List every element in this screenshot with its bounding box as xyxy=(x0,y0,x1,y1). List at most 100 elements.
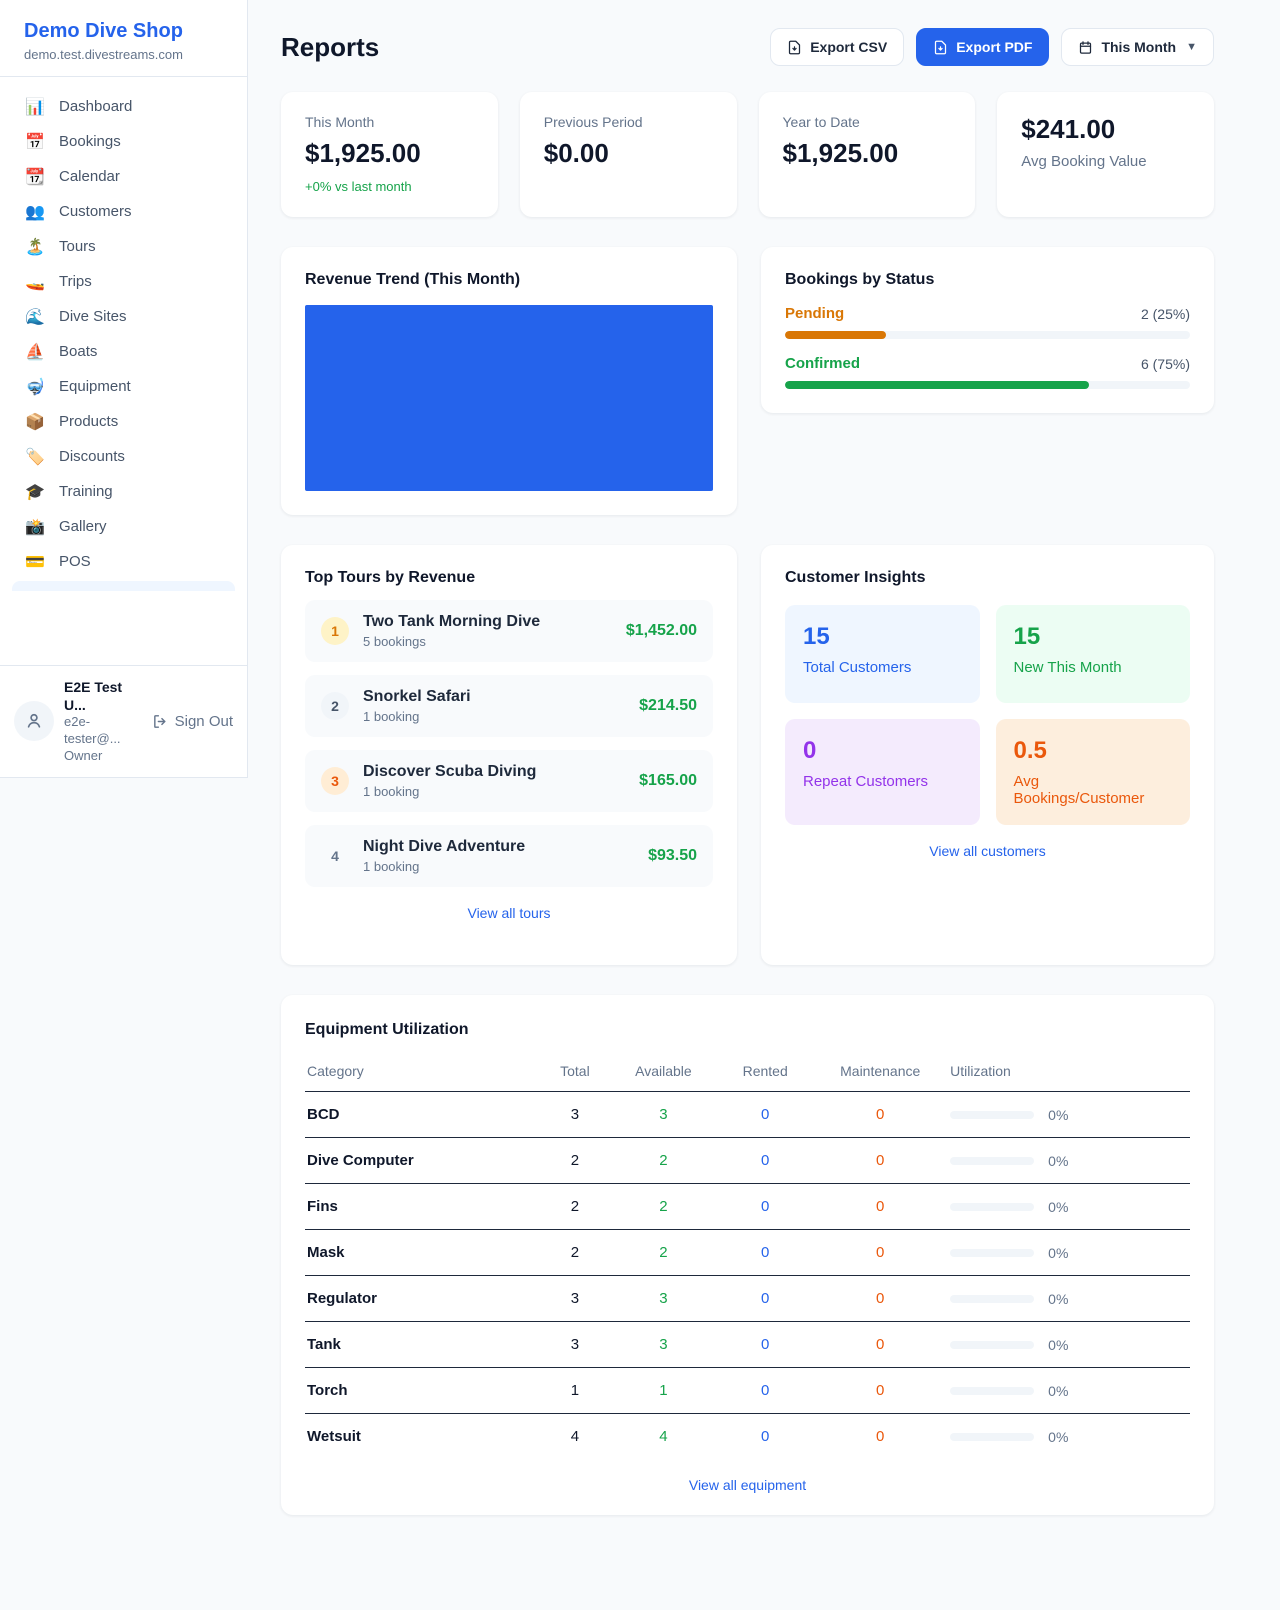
shop-header: Demo Dive Shop demo.test.divestreams.com xyxy=(0,0,247,77)
cell-rented: 0 xyxy=(761,1428,770,1445)
export-pdf-button[interactable]: Export PDF xyxy=(916,28,1050,66)
table-row: Wetsuit 4 4 0 0 0% xyxy=(305,1414,1190,1460)
equipment-utilization-title: Equipment Utilization xyxy=(305,1021,469,1038)
tour-row: 2 Snorkel Safari 1 booking $214.50 xyxy=(305,675,713,737)
view-all-equipment-link[interactable]: View all equipment xyxy=(688,1477,807,1493)
revenue-trend-chart xyxy=(305,305,713,491)
sidebar-item-label: Gallery xyxy=(59,518,107,535)
tile-value: 15 xyxy=(803,623,830,650)
period-label: This Month xyxy=(1101,39,1177,55)
cell-rented: 0 xyxy=(712,1275,819,1322)
sidebar-item-dive-sites[interactable]: 🌊 Dive Sites xyxy=(12,299,235,334)
sidebar-item-boats[interactable]: ⛵ Boats xyxy=(12,334,235,369)
tour-name: Night Dive Adventure xyxy=(363,838,526,855)
tour-bookings: 1 booking xyxy=(363,709,420,724)
period-select[interactable]: This Month ▼ xyxy=(1061,28,1214,66)
tour-bookings: 5 bookings xyxy=(363,634,426,649)
cell-maintenance: 0 xyxy=(818,1275,943,1322)
sidebar-item-tours[interactable]: 🏝️ Tours xyxy=(12,229,235,264)
tile-value: 0 xyxy=(803,737,817,764)
cell-maintenance: 0 xyxy=(818,1091,943,1138)
utilization-bar xyxy=(950,1156,1035,1165)
view-all-tours-link[interactable]: View all tours xyxy=(467,905,551,921)
sidebar-item-reports-partial[interactable] xyxy=(12,581,235,591)
tour-revenue: $93.50 xyxy=(648,847,697,864)
insight-tiles: 15 Total Customers 15 New This Month 0 R… xyxy=(785,605,1190,825)
status-label: Confirmed xyxy=(785,355,860,372)
island-icon: 🏝️ xyxy=(25,236,45,256)
stat-card-previous-period: Previous Period $0.00 xyxy=(519,92,737,217)
file-download-icon xyxy=(935,40,947,54)
cell-total: 3 xyxy=(535,1275,615,1322)
tour-revenue: $165.00 xyxy=(639,772,697,789)
customers-icon: 👥 xyxy=(25,201,45,221)
tour-revenue: $214.50 xyxy=(639,697,697,714)
stat-label: This Month xyxy=(305,114,375,130)
cell-utilization: 0% xyxy=(942,1183,1190,1230)
credit-card-icon: 💳 xyxy=(25,551,45,571)
customer-insights-card: Customer Insights 15 Total Customers 15 … xyxy=(761,545,1214,965)
sidebar-item-discounts[interactable]: 🏷️ Discounts xyxy=(12,439,235,474)
cell-maintenance: 0 xyxy=(818,1137,943,1184)
sidebar-item-gallery[interactable]: 📸 Gallery xyxy=(12,509,235,544)
tile-label: New This Month xyxy=(1013,659,1122,676)
status-row-confirmed: Confirmed 6 (75%) xyxy=(785,355,1190,389)
dashboard-icon: 📊 xyxy=(25,96,45,116)
utilization-bar xyxy=(950,1110,1035,1119)
stat-label: Year to Date xyxy=(782,114,860,130)
sign-out-button[interactable]: Sign Out xyxy=(152,713,233,730)
cell-total: 3 xyxy=(535,1321,615,1368)
status-count: 6 (75%) xyxy=(1140,355,1190,372)
sidebar-item-calendar[interactable]: 📆 Calendar xyxy=(12,159,235,194)
tag-icon: 🏷️ xyxy=(25,446,45,466)
dive-mask-icon: 🤿 xyxy=(25,376,45,396)
utilization-bar xyxy=(950,1386,1035,1395)
equipment-table: Category Total Available Rented Maintena… xyxy=(305,1055,1190,1459)
sidebar-item-bookings[interactable]: 📅 Bookings xyxy=(12,124,235,159)
status-bar-fill xyxy=(785,331,887,339)
utilization-percent: 0% xyxy=(1048,1428,1069,1445)
stats-row: This Month $1,925.00 +0% vs last month P… xyxy=(281,92,1214,217)
tour-name: Snorkel Safari xyxy=(363,688,471,705)
shop-name: Demo Dive Shop xyxy=(24,20,183,42)
tile-avg-bookings: 0.5 Avg Bookings/Customer xyxy=(995,719,1190,825)
sidebar-item-products[interactable]: 📦 Products xyxy=(12,404,235,439)
col-maintenance: Maintenance xyxy=(818,1055,943,1092)
stat-card-this-month: This Month $1,925.00 +0% vs last month xyxy=(281,92,498,217)
sidebar-item-equipment[interactable]: 🤿 Equipment xyxy=(12,369,235,404)
sidebar: Demo Dive Shop demo.test.divestreams.com… xyxy=(0,0,248,778)
export-csv-button[interactable]: Export CSV xyxy=(770,28,905,66)
bookings-by-status-card: Bookings by Status Pending 2 (25%) Confi… xyxy=(761,247,1214,413)
col-available: Available xyxy=(614,1055,713,1092)
cell-category: Mask xyxy=(305,1229,536,1276)
cell-available: 3 xyxy=(614,1275,713,1322)
chevron-down-icon: ▼ xyxy=(1186,41,1197,53)
cell-total: 2 xyxy=(535,1183,615,1230)
sidebar-item-training[interactable]: 🎓 Training xyxy=(12,474,235,509)
cell-category: BCD xyxy=(305,1091,536,1138)
sailboat-icon: ⛵ xyxy=(25,341,45,361)
cell-available: 2 xyxy=(614,1137,713,1184)
tour-row: 4 Night Dive Adventure 1 booking $93.50 xyxy=(305,825,713,887)
file-download-icon xyxy=(789,40,801,54)
view-all-customers-link[interactable]: View all customers xyxy=(929,843,1046,859)
bookings-by-status-title: Bookings by Status xyxy=(785,271,935,288)
col-category: Category xyxy=(305,1055,536,1092)
sidebar-item-dashboard[interactable]: 📊 Dashboard xyxy=(12,89,235,124)
user-role: Owner xyxy=(64,748,103,764)
sidebar-item-trips[interactable]: 🚤 Trips xyxy=(12,264,235,299)
cell-maintenance: 0 xyxy=(876,1428,885,1445)
col-rented: Rented xyxy=(712,1055,819,1092)
cell-category: Torch xyxy=(305,1367,536,1414)
status-row-pending: Pending 2 (25%) xyxy=(785,305,1190,339)
sidebar-item-pos[interactable]: 💳 POS xyxy=(12,544,235,579)
table-row: BCD 3 3 0 0 0% xyxy=(305,1091,1190,1138)
top-tours-card: Top Tours by Revenue 1 Two Tank Morning … xyxy=(281,545,737,965)
sidebar-item-customers[interactable]: 👥 Customers xyxy=(12,194,235,229)
person-icon xyxy=(27,714,41,729)
cell-available: 3 xyxy=(614,1321,713,1368)
cell-total: 1 xyxy=(535,1367,615,1414)
sidebar-item-label: Calendar xyxy=(59,168,120,185)
status-bar-track xyxy=(785,381,1190,389)
customer-insights-title: Customer Insights xyxy=(785,569,926,586)
